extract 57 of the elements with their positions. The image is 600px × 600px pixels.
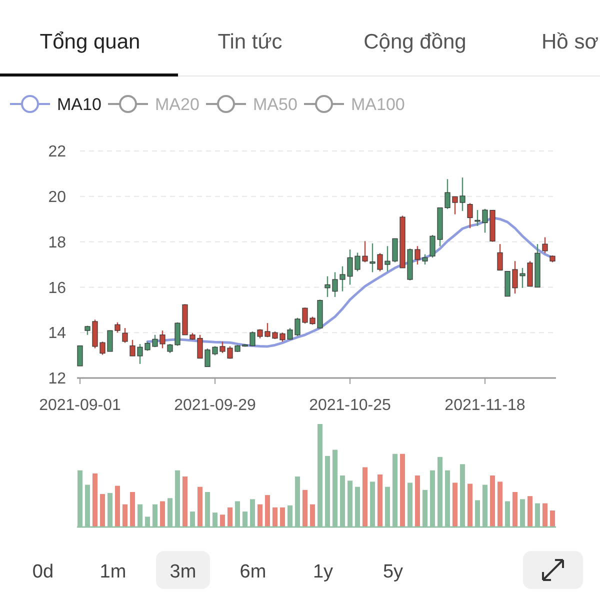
candlestick — [497, 243, 503, 271]
bar — [198, 486, 202, 527]
bar — [378, 474, 382, 527]
candlestick — [77, 345, 83, 366]
text: Tin tức — [218, 30, 282, 54]
text: 5y — [382, 562, 404, 583]
bar — [228, 507, 232, 527]
bar — [115, 486, 120, 527]
text: 6m — [240, 562, 266, 583]
text: Tổng quan — [40, 30, 140, 54]
bar — [415, 476, 420, 527]
bar — [490, 476, 495, 527]
bar — [100, 494, 105, 527]
text: 0d — [32, 562, 54, 583]
candlestick — [542, 236, 548, 254]
bar — [258, 504, 262, 527]
text: Hồ sơ — [542, 30, 599, 54]
bar — [512, 492, 518, 527]
bar — [92, 473, 98, 527]
bar — [362, 467, 368, 527]
y-tick-label: 16 — [48, 280, 66, 297]
y-tick-label: 14 — [48, 325, 66, 342]
x-tick-label: 2021-11-18 — [444, 397, 526, 414]
text: Cộng đồng — [364, 30, 466, 54]
legend-label: MA100 — [351, 94, 405, 114]
bar — [400, 454, 405, 527]
bar — [220, 514, 225, 527]
bar — [310, 504, 315, 527]
bar — [272, 507, 278, 527]
bar — [542, 503, 548, 527]
y-tick-label: 20 — [48, 189, 66, 206]
y-tick-label: 22 — [48, 144, 66, 161]
y-tick-label: 12 — [48, 370, 66, 388]
bar — [452, 482, 458, 527]
bar — [265, 495, 270, 527]
bar — [160, 501, 165, 527]
bar — [182, 476, 188, 527]
x-tick-label: 2021-09-29 — [174, 397, 256, 414]
bar — [130, 492, 135, 527]
text: 1m — [100, 562, 126, 583]
text: 1y — [312, 562, 334, 583]
candlestick — [467, 202, 473, 229]
text: 3m — [170, 562, 196, 583]
bar — [468, 484, 472, 527]
x-tick-label: 2021-10-25 — [309, 397, 392, 414]
y-tick-label: 18 — [48, 234, 66, 252]
bar — [280, 507, 285, 527]
legend-label: MA20 — [155, 94, 200, 114]
bar — [122, 504, 128, 527]
bar — [498, 482, 502, 527]
legend-label: MA50 — [253, 94, 298, 114]
bar — [528, 496, 532, 527]
legend-label: MA10 — [57, 94, 102, 114]
bar — [302, 490, 308, 527]
x-tick-label: 2021-09-01 — [39, 397, 122, 414]
candlestick — [122, 327, 128, 344]
bar — [550, 510, 555, 527]
